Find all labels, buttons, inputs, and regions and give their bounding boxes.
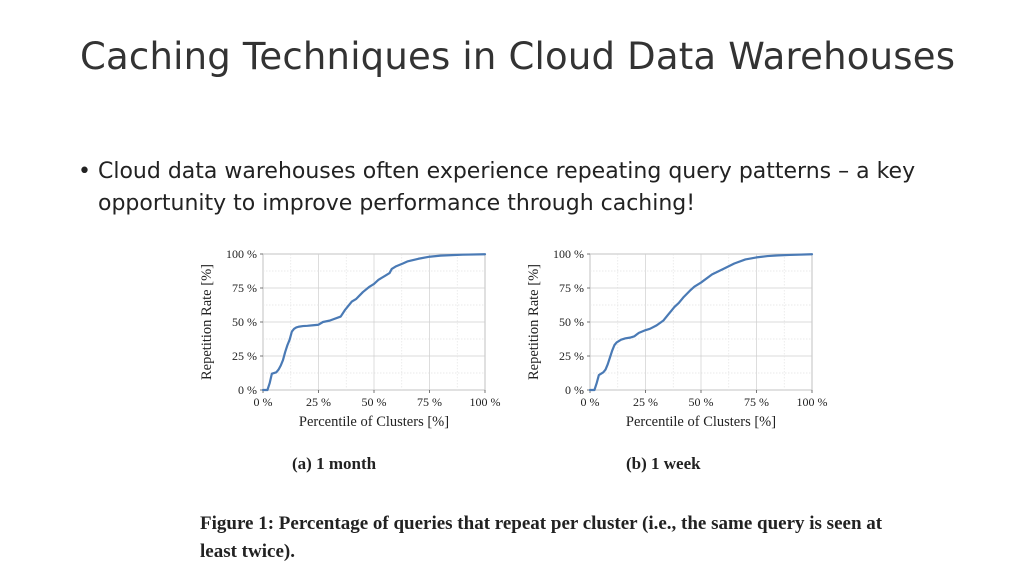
x-tick-label: 50 % <box>689 395 714 409</box>
series-line <box>588 253 814 392</box>
y-tick-label: 25 % <box>559 349 584 363</box>
y-tick-label: 75 % <box>559 281 584 295</box>
y-tick-label: 75 % <box>232 281 257 295</box>
x-tick-label: 0 % <box>254 395 273 409</box>
y-tick-label: 50 % <box>232 315 257 329</box>
x-tick-label: 50 % <box>362 395 387 409</box>
x-tick-label: 0 % <box>581 395 600 409</box>
subcaption-b: (b) 1 week <box>626 454 701 473</box>
slide-title: Caching Techniques in Cloud Data Warehou… <box>80 35 956 78</box>
x-tick-label: 75 % <box>744 395 769 409</box>
bullet-dot-icon: • <box>78 159 91 184</box>
bullet-text: Cloud data warehouses often experience r… <box>98 159 916 216</box>
x-tick-label: 25 % <box>306 395 331 409</box>
subcaption-a: (a) 1 month <box>292 454 377 473</box>
bullet-point: • Cloud data warehouses often experience… <box>78 156 978 220</box>
figure-caption: Figure 1: Percentage of queries that rep… <box>200 513 883 562</box>
y-tick-label: 50 % <box>559 315 584 329</box>
y-tick-label: 100 % <box>553 247 584 261</box>
x-tick-label: 75 % <box>417 395 442 409</box>
x-tick-label: 25 % <box>633 395 658 409</box>
y-tick-label: 0 % <box>565 383 584 397</box>
x-tick-label: 100 % <box>470 395 501 409</box>
chart-1-week: 0 % 25 % 50 % 75 % 100 % 0 % 25 % 50 % 75 % 100 %… <box>526 247 828 430</box>
series-line <box>261 253 487 392</box>
y-tick-label: 0 % <box>238 383 257 397</box>
x-tick-label: 100 % <box>797 395 828 409</box>
x-axis-label: Percentile of Clusters [%] <box>626 414 776 430</box>
x-axis-label: Percentile of Clusters [%] <box>299 414 449 430</box>
y-tick-label: 100 % <box>226 247 257 261</box>
chart-1-month: 0 % 25 % 50 % 75 % 100 % 0 % 25 % 50 % 75 % 100 %… <box>199 247 501 430</box>
y-axis-label: Repetition Rate [%] <box>526 264 542 380</box>
y-tick-label: 25 % <box>232 349 257 363</box>
y-axis-label: Repetition Rate [%] <box>199 264 215 380</box>
